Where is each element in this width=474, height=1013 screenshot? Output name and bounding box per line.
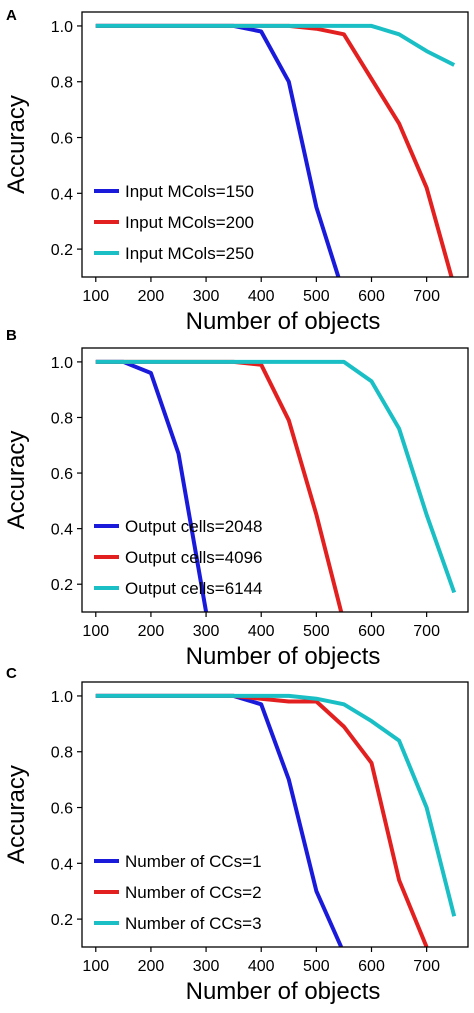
panel-c: C 0.2 0.4 0.6 0.8 1.0 100 200 300 400 500 600 700 Num… bbox=[3, 665, 469, 1005]
x-tick-label: 300 bbox=[193, 623, 220, 640]
x-tick-label: 500 bbox=[303, 288, 330, 305]
x-tick-label: 300 bbox=[193, 958, 220, 975]
x-tick-label: 600 bbox=[358, 623, 385, 640]
y-tick-label: 0.4 bbox=[51, 522, 73, 539]
series-group bbox=[95, 359, 457, 612]
y-tick-label: 0.8 bbox=[51, 410, 73, 427]
panel-b: B 0.2 0.4 0.6 0.8 1.0 100 200 300 400 500 600 700 Num… bbox=[3, 327, 469, 670]
legend-label-3: Input MCols=250 bbox=[125, 244, 254, 263]
x-tick-label: 600 bbox=[358, 288, 385, 305]
legend-label-2: Input MCols=200 bbox=[125, 213, 254, 232]
y-tick-label: 1.0 bbox=[51, 19, 73, 36]
legend-label-2: Number of CCs=2 bbox=[125, 883, 262, 902]
legend-label-3: Number of CCs=3 bbox=[125, 914, 262, 933]
series-line-2 bbox=[95, 23, 454, 277]
x-axis-title: Number of objects bbox=[186, 643, 381, 670]
series-line-3 bbox=[95, 693, 457, 917]
y-axis-title: Accuracy bbox=[3, 765, 30, 864]
series-line-3 bbox=[95, 359, 457, 594]
series-group bbox=[95, 693, 457, 947]
x-axis-title: Number of objects bbox=[186, 978, 381, 1005]
x-tick-label: 300 bbox=[193, 288, 220, 305]
x-tick-label: 100 bbox=[82, 958, 109, 975]
legend: Number of CCs=1 Number of CCs=2 Number of … bbox=[94, 852, 262, 933]
y-tick-label: 0.8 bbox=[51, 745, 73, 762]
y-tick-label: 0.8 bbox=[51, 75, 73, 92]
y-tick-label: 0.4 bbox=[51, 186, 73, 203]
panel-letter: B bbox=[6, 327, 17, 344]
x-tick-label: 700 bbox=[413, 623, 440, 640]
x-tick-label: 100 bbox=[82, 623, 109, 640]
x-tick-label: 200 bbox=[138, 623, 165, 640]
y-tick-label: 1.0 bbox=[51, 355, 73, 372]
legend-label-1: Number of CCs=1 bbox=[125, 852, 262, 871]
legend: Input MCols=150 Input MCols=200 Input MCol… bbox=[94, 182, 254, 263]
x-tick-label: 700 bbox=[413, 958, 440, 975]
y-tick-label: 0.2 bbox=[51, 577, 73, 594]
x-tick-label: 200 bbox=[138, 288, 165, 305]
series-line-2 bbox=[95, 359, 344, 612]
plot-frame bbox=[81, 347, 469, 613]
series-line-1 bbox=[95, 23, 341, 277]
y-tick-label: 0.2 bbox=[51, 242, 73, 259]
legend: Output cells=2048 Output cells=4096 Output… bbox=[94, 517, 263, 598]
legend-label-1: Output cells=2048 bbox=[125, 517, 263, 536]
plot-frame bbox=[81, 11, 469, 278]
panel-letter: C bbox=[6, 665, 17, 682]
panel-letter: A bbox=[6, 7, 17, 24]
y-tick-label: 0.6 bbox=[51, 466, 73, 483]
x-axis-title: Number of objects bbox=[186, 308, 381, 335]
legend-label-3: Output cells=6144 bbox=[125, 579, 263, 598]
y-tick-label: 1.0 bbox=[51, 689, 73, 706]
y-tick-label: 0.6 bbox=[51, 131, 73, 148]
panel-a: A 0.2 0.4 0.6 0.8 1.0 100 200 300 400 500 600 700 Num… bbox=[3, 7, 469, 335]
y-axis-title: Accuracy bbox=[3, 95, 30, 194]
series-line-1 bbox=[95, 359, 209, 612]
y-tick-label: 0.6 bbox=[51, 801, 73, 818]
x-tick-label: 400 bbox=[248, 288, 275, 305]
x-tick-label: 400 bbox=[248, 958, 275, 975]
series-line-1 bbox=[95, 693, 344, 947]
legend-label-1: Input MCols=150 bbox=[125, 182, 254, 201]
y-tick-label: 0.4 bbox=[51, 856, 73, 873]
x-tick-label: 400 bbox=[248, 623, 275, 640]
x-tick-label: 700 bbox=[413, 288, 440, 305]
x-tick-label: 600 bbox=[358, 958, 385, 975]
x-tick-label: 100 bbox=[82, 288, 109, 305]
y-axis-title: Accuracy bbox=[3, 431, 30, 530]
series-group bbox=[95, 23, 456, 277]
series-line-3 bbox=[95, 23, 456, 67]
x-tick-label: 500 bbox=[303, 623, 330, 640]
x-tick-label: 500 bbox=[303, 958, 330, 975]
series-line-2 bbox=[95, 693, 429, 947]
x-tick-label: 200 bbox=[138, 958, 165, 975]
y-tick-label: 0.2 bbox=[51, 912, 73, 929]
plot-frame bbox=[81, 681, 469, 948]
legend-label-2: Output cells=4096 bbox=[125, 548, 263, 567]
